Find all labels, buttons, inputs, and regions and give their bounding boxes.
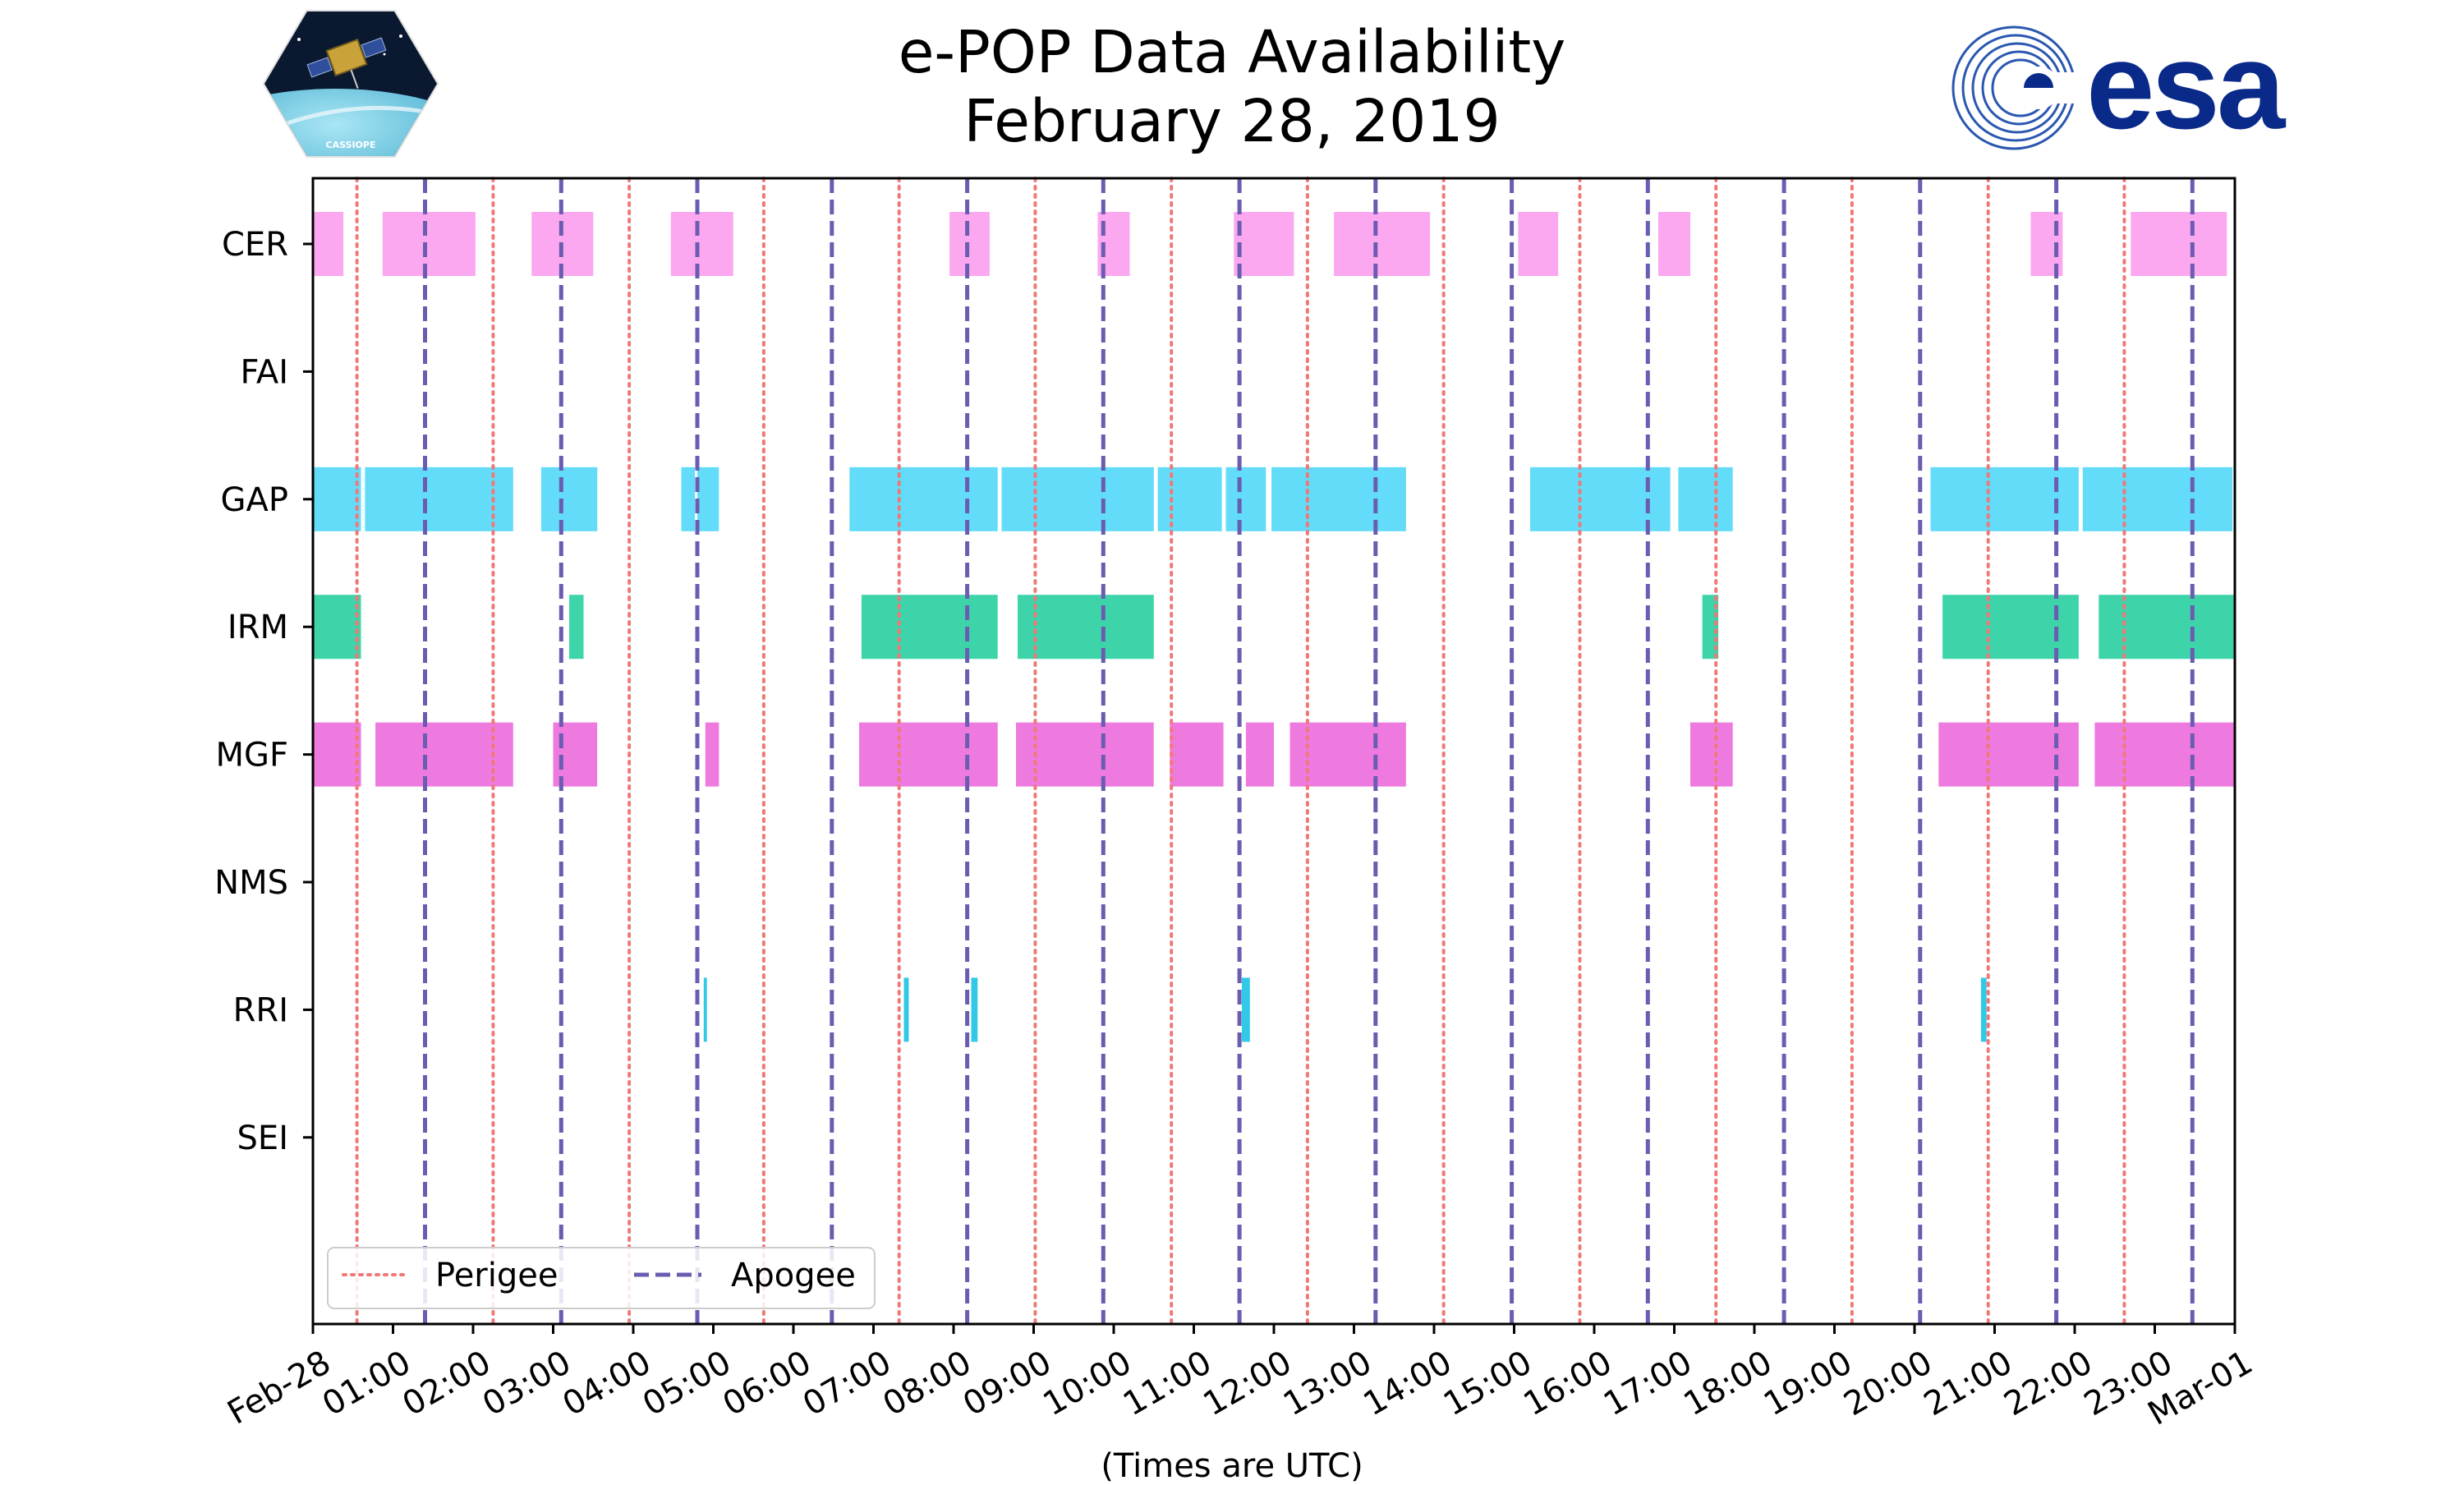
x-tick-label-6: 06:00 — [717, 1344, 818, 1423]
x-tick-label-15: 15:00 — [1437, 1344, 1538, 1423]
x-tick-label-3: 03:00 — [476, 1344, 577, 1423]
legend: Perigee Apogee — [327, 1247, 876, 1309]
bar-mgf-3 — [553, 722, 598, 787]
bar-rri-3 — [971, 977, 978, 1042]
bar-mgf-11 — [1938, 722, 2079, 787]
bar-cer-7 — [1234, 212, 1294, 276]
x-tick-label-12: 12:00 — [1198, 1344, 1299, 1423]
bar-gap-3 — [540, 467, 598, 531]
bar-mgf-8 — [1245, 722, 1274, 787]
x-tick-label-5: 05:00 — [637, 1344, 738, 1423]
bar-gap-10 — [1271, 467, 1406, 531]
bar-gap-9 — [1225, 467, 1266, 531]
bar-irm-1 — [313, 595, 361, 660]
x-tick-label-13: 13:00 — [1277, 1344, 1378, 1423]
bar-irm-3 — [861, 595, 998, 660]
esa-logo-text: esa — [2086, 16, 2285, 154]
bar-mgf-1 — [313, 722, 361, 787]
bar-cer-2 — [382, 212, 476, 276]
bar-gap-13 — [1930, 467, 2079, 531]
x-tick-label-19: 19:00 — [1758, 1344, 1859, 1423]
bar-irm-2 — [569, 595, 584, 660]
x-tick-label-18: 18:00 — [1678, 1344, 1779, 1423]
bar-rri-2 — [903, 977, 909, 1042]
bar-cer-4 — [670, 212, 733, 276]
x-tick-label-7: 07:00 — [797, 1344, 898, 1423]
bar-mgf-7 — [1170, 722, 1224, 787]
bar-gap-8 — [1157, 467, 1222, 531]
y-tick-label-gap: GAP — [221, 481, 288, 519]
bar-mgf-4 — [705, 722, 719, 787]
bar-cer-5 — [949, 212, 990, 276]
bar-gap-7 — [1001, 467, 1154, 531]
bar-cer-1 — [313, 212, 344, 276]
chart-title: e-POP Data Availability — [898, 18, 1566, 86]
x-tick-label-22: 22:00 — [1998, 1344, 2099, 1423]
bar-irm-4 — [1018, 595, 1154, 660]
x-tick-label-0: Feb-28 — [221, 1344, 337, 1432]
legend-perigee-label: Perigee — [435, 1257, 558, 1294]
x-tick-label-9: 09:00 — [957, 1344, 1058, 1423]
bar-mgf-9 — [1289, 722, 1406, 787]
x-tick-label-21: 21:00 — [1918, 1344, 2019, 1423]
bar-mgf-10 — [1690, 722, 1733, 787]
bar-irm-7 — [2099, 595, 2236, 660]
x-axis-label: (Times are UTC) — [1101, 1447, 1363, 1485]
bar-gap-12 — [1678, 467, 1733, 531]
x-tick-label-11: 11:00 — [1117, 1344, 1218, 1423]
x-tick-label-8: 08:00 — [877, 1344, 978, 1423]
x-tick-label-20: 20:00 — [1838, 1344, 1939, 1423]
cassiope-logo-text: CASSIOPE — [326, 140, 376, 150]
cassiope-logo: CASSIOPE — [261, 7, 440, 161]
y-tick-label-sei: SEI — [237, 1119, 288, 1157]
y-tick-label-nms: NMS — [214, 864, 288, 902]
x-tick-label-10: 10:00 — [1037, 1344, 1138, 1423]
bar-gap-2 — [365, 467, 513, 531]
bar-mgf-5 — [859, 722, 998, 787]
bar-gap-1 — [313, 467, 361, 531]
bar-mgf-2 — [375, 722, 513, 787]
bar-mgf-12 — [2094, 722, 2235, 787]
bar-gap-5 — [697, 467, 719, 531]
bar-cer-8 — [1334, 212, 1431, 276]
bar-gap-14 — [2082, 467, 2233, 531]
y-tick-label-irm: IRM — [228, 609, 288, 646]
x-tick-label-17: 17:00 — [1597, 1344, 1699, 1423]
bar-rri-1 — [703, 977, 707, 1042]
bar-cer-9 — [1518, 212, 1559, 276]
bar-gap-4 — [681, 467, 696, 531]
legend-apogee-label: Apogee — [731, 1257, 856, 1294]
bar-irm-5 — [1702, 595, 1719, 660]
x-tick-label-16: 16:00 — [1518, 1344, 1619, 1423]
y-tick-label-rri: RRI — [233, 991, 288, 1029]
y-tick-label-cer: CER — [222, 226, 288, 264]
bar-gap-6 — [849, 467, 998, 531]
chart-subtitle: February 28, 2019 — [963, 87, 1501, 155]
bar-cer-12 — [2131, 212, 2227, 276]
x-tick-label-14: 14:00 — [1358, 1344, 1459, 1423]
x-tick-label-1: 01:00 — [316, 1344, 417, 1423]
legend-box — [327, 1247, 876, 1309]
x-tick-label-2: 02:00 — [397, 1344, 498, 1423]
y-tick-label-mgf: MGF — [215, 737, 288, 775]
esa-logo: esa — [1948, 16, 2293, 154]
bar-cer-10 — [1658, 212, 1690, 276]
bar-rri-4 — [1242, 977, 1250, 1042]
bar-mgf-6 — [1016, 722, 1154, 787]
x-tick-label-4: 04:00 — [557, 1344, 658, 1423]
bar-rri-5 — [1980, 977, 1987, 1042]
y-tick-label-fai: FAI — [241, 353, 289, 391]
